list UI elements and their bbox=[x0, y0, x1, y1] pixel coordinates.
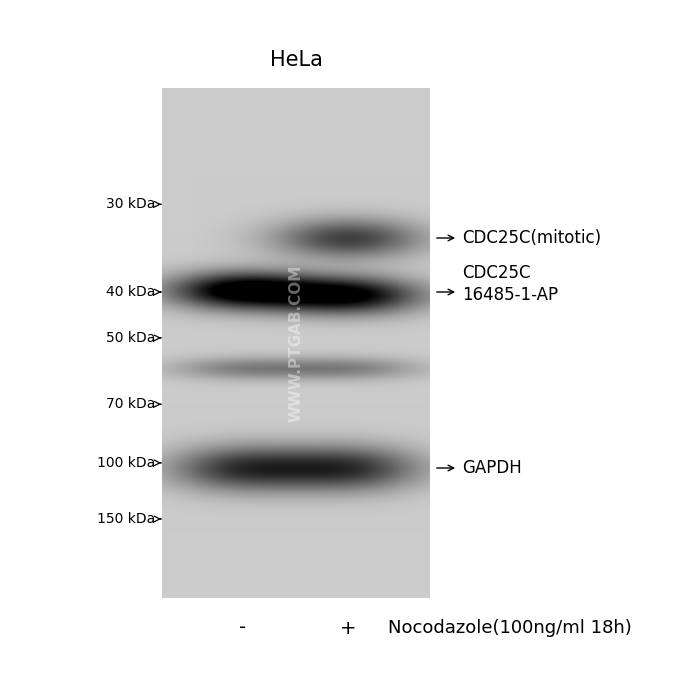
Text: Nocodazole(100ng/ml 18h): Nocodazole(100ng/ml 18h) bbox=[388, 619, 631, 637]
Text: 40 kDa: 40 kDa bbox=[106, 285, 155, 299]
Text: WWW.PTGAB.COM: WWW.PTGAB.COM bbox=[288, 265, 304, 421]
Text: HeLa: HeLa bbox=[270, 50, 323, 70]
Text: 70 kDa: 70 kDa bbox=[106, 397, 155, 411]
Text: 100 kDa: 100 kDa bbox=[97, 456, 155, 470]
Text: -: - bbox=[239, 619, 246, 638]
Text: GAPDH: GAPDH bbox=[462, 459, 522, 477]
Text: 50 kDa: 50 kDa bbox=[106, 331, 155, 345]
Text: +: + bbox=[340, 619, 356, 638]
Text: CDC25C(mitotic): CDC25C(mitotic) bbox=[462, 229, 601, 247]
Bar bbox=[162, 88, 430, 598]
Text: CDC25C
16485-1-AP: CDC25C 16485-1-AP bbox=[462, 264, 558, 304]
Text: 30 kDa: 30 kDa bbox=[106, 197, 155, 211]
Text: 150 kDa: 150 kDa bbox=[97, 512, 155, 526]
